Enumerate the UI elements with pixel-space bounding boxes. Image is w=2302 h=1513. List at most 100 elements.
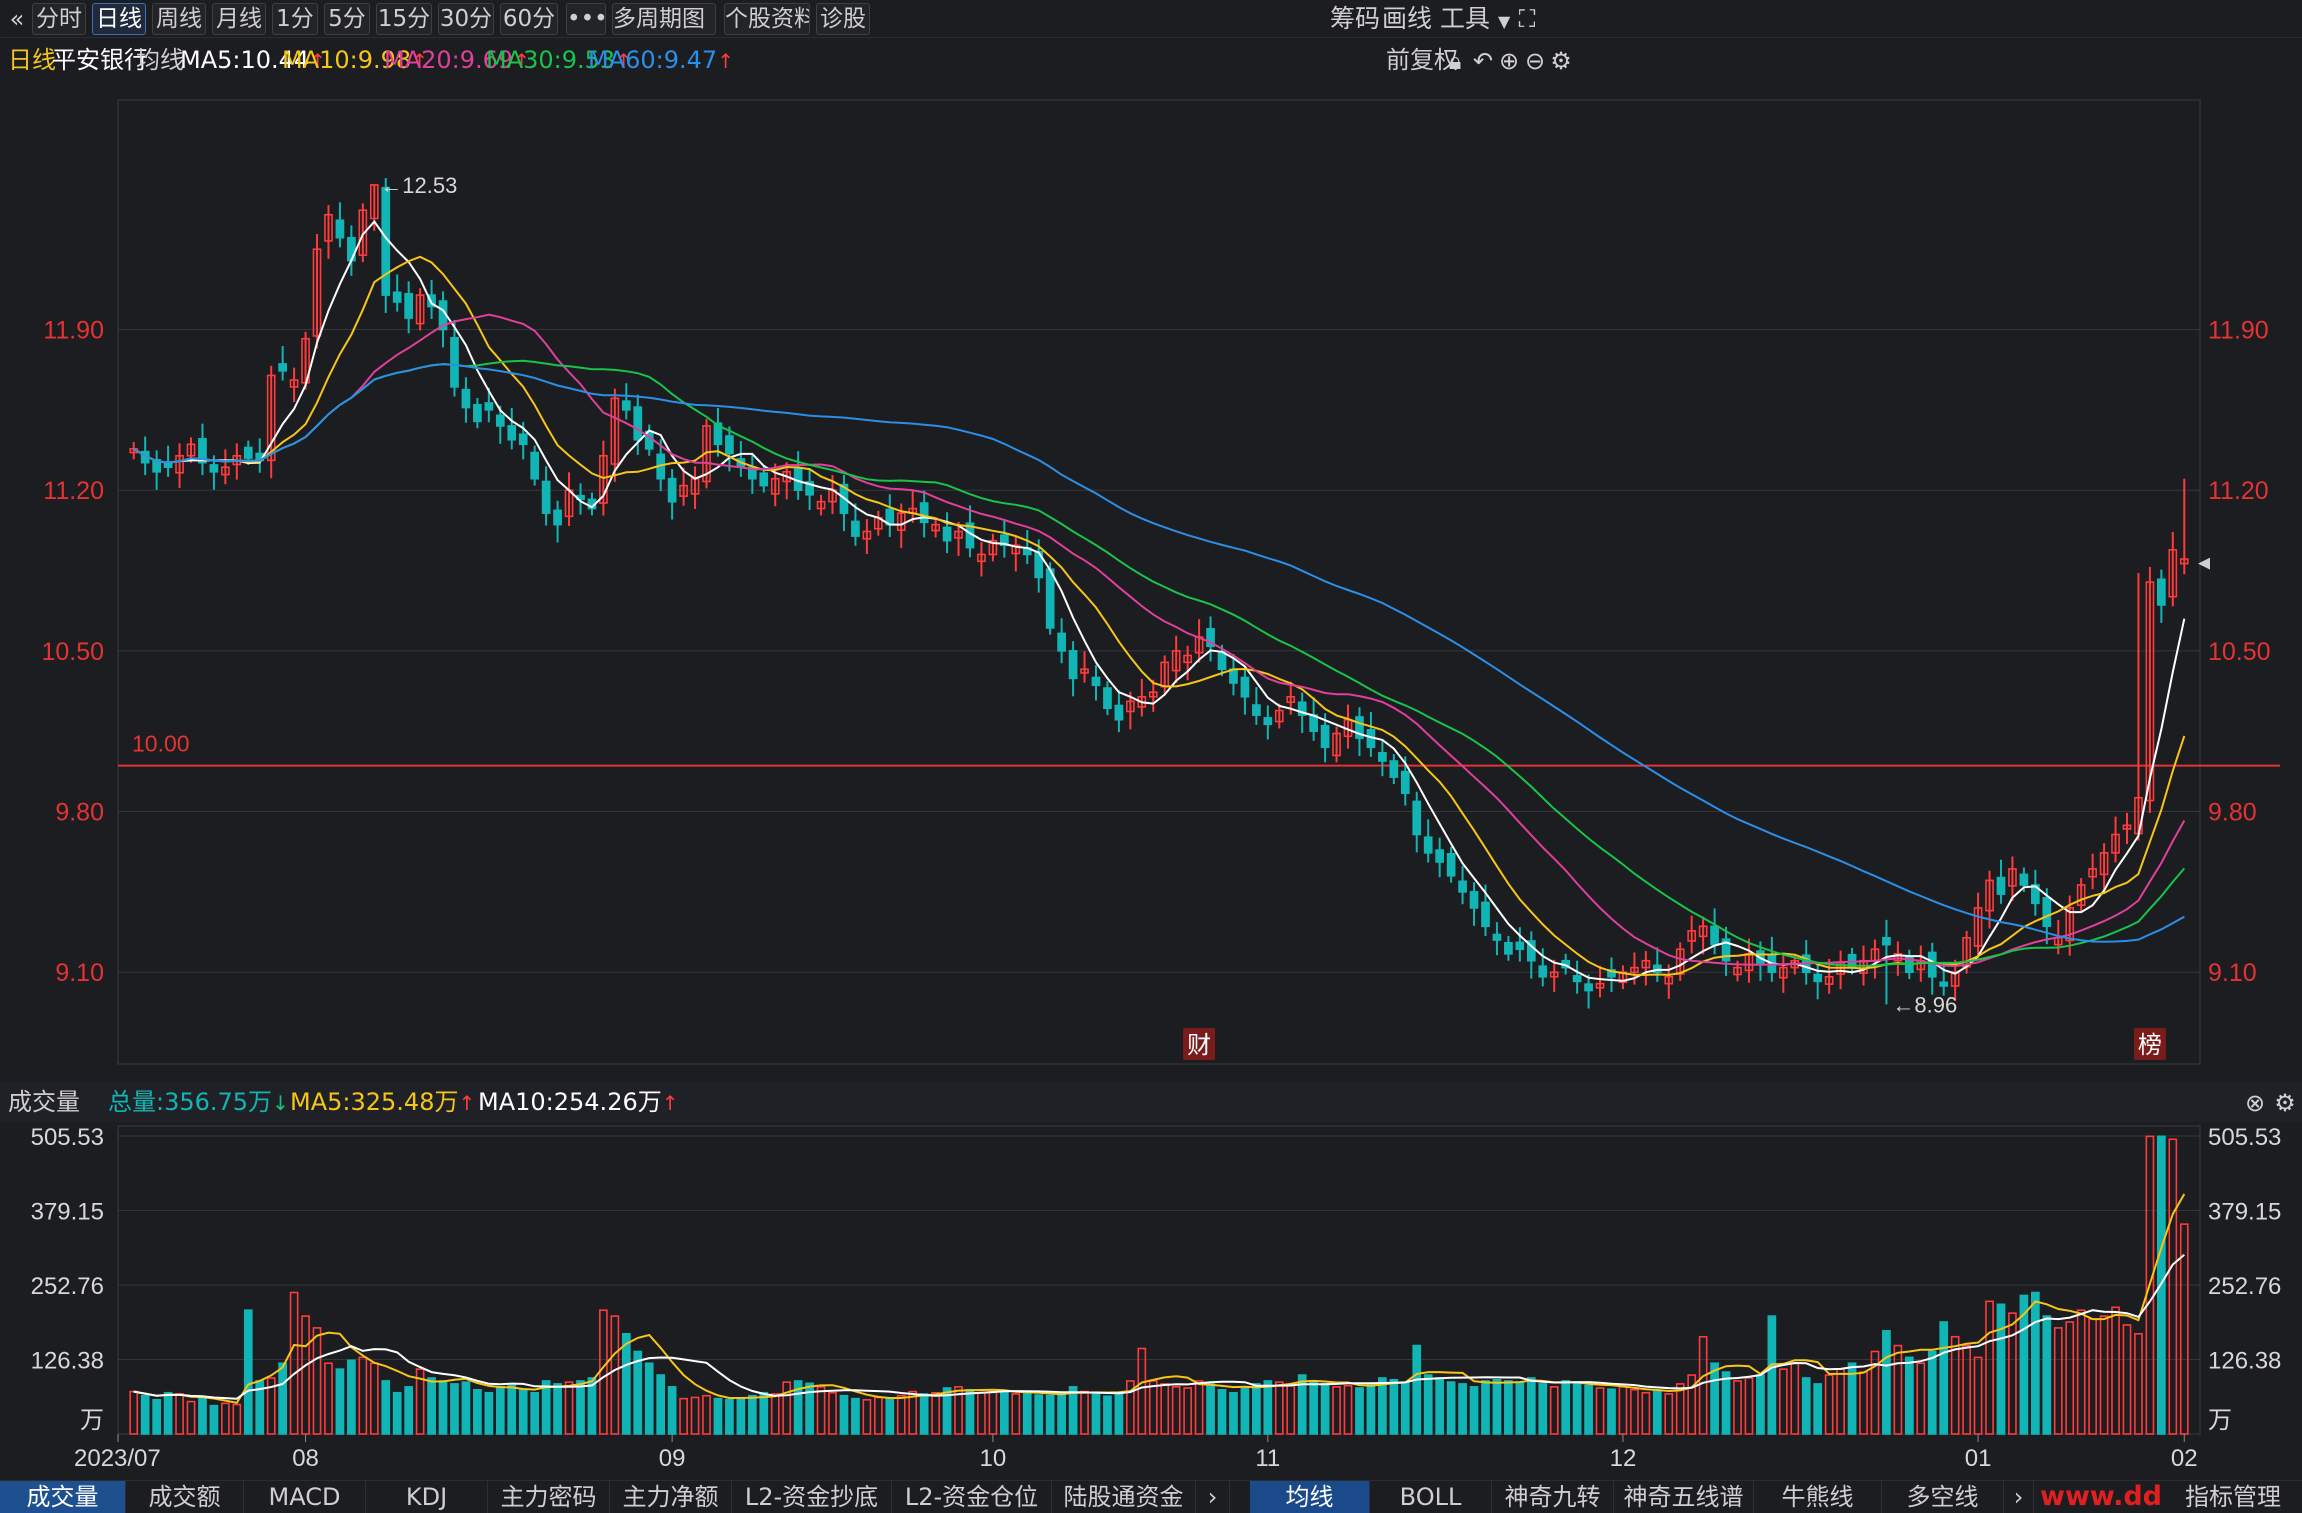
stock-info-button[interactable]: 个股资料 <box>724 3 810 35</box>
tab-ma[interactable]: 均线 <box>1250 1481 1370 1513</box>
candle-body <box>621 400 631 411</box>
tab-l2-position[interactable]: L2-资金仓位 <box>892 1481 1052 1513</box>
candle-body <box>1469 891 1479 909</box>
volume-bar <box>163 1391 173 1435</box>
volume-bar <box>1904 1356 1914 1435</box>
volume-bar <box>1950 1335 1960 1435</box>
volume-bar <box>599 1309 608 1435</box>
period-tab-15min[interactable]: 15分 <box>376 3 432 35</box>
settings-icon[interactable]: ⚙ <box>2274 1089 2296 1117</box>
volume-ma10: MA10:254.26万↑ <box>478 1088 679 1116</box>
volume-bar <box>1893 1344 1903 1435</box>
volume-tick-label-right: 126.38 <box>2208 1348 2281 1375</box>
more-periods-button[interactable]: ••• <box>566 3 606 35</box>
volume-bar <box>1229 1391 1238 1435</box>
volume-bar <box>1778 1368 1788 1435</box>
candle-body <box>667 477 677 503</box>
candle-body <box>1080 668 1089 674</box>
volume-bar <box>942 1387 952 1435</box>
chips-button[interactable]: 筹码 <box>1330 4 1381 33</box>
volume-bar <box>1469 1386 1479 1435</box>
tab-macd[interactable]: MACD <box>244 1481 366 1513</box>
chevron-right-icon[interactable]: › <box>1196 1481 1230 1513</box>
candle-body <box>1698 925 1708 938</box>
multi-period-button[interactable]: 多周期图 ⌄ <box>612 3 716 35</box>
volume-bar <box>1630 1388 1639 1435</box>
candle-body <box>851 520 860 537</box>
volume-bar <box>232 1403 242 1435</box>
diagnose-button[interactable]: 诊股 <box>816 3 870 35</box>
volume-bar <box>1389 1378 1399 1435</box>
candle-body <box>415 294 425 325</box>
period-tab-1min[interactable]: 1分 <box>272 3 318 35</box>
tab-magic-nine[interactable]: 神奇九转 <box>1492 1481 1614 1513</box>
settings-icon[interactable]: ⚙ <box>1550 47 1572 75</box>
chevron-right-icon[interactable]: › <box>2004 1481 2034 1513</box>
period-tab-30min[interactable]: 30分 <box>438 3 494 35</box>
multi-period-label: 多周期图 <box>613 6 705 32</box>
tab-northbound-funds[interactable]: 陆股通资金 <box>1052 1481 1196 1513</box>
period-tab-daily[interactable]: 日线 <box>92 3 146 35</box>
tab-bull-bear-line[interactable]: 牛熊线 <box>1754 1481 1882 1513</box>
close-icon[interactable]: ⊗ <box>2244 1089 2266 1117</box>
top-toolbar: « 分时 日线 周线 月线 1分 5分 15分 30分 60分 ••• 多周期图… <box>0 0 2302 38</box>
period-tab-monthly[interactable]: 月线 <box>212 3 266 35</box>
volume-bar <box>2076 1309 2086 1435</box>
candle-body <box>1824 975 1834 985</box>
volume-bar <box>1343 1384 1353 1435</box>
candle-body <box>2019 873 2029 886</box>
volume-bar <box>1939 1321 1949 1435</box>
volume-bar <box>1240 1386 1250 1435</box>
tab-main-force-net[interactable]: 主力净额 <box>610 1481 732 1513</box>
tab-main-force-code[interactable]: 主力密码 <box>488 1481 610 1513</box>
period-tab-intraday[interactable]: 分时 <box>32 3 86 35</box>
candle-body <box>1778 966 1788 979</box>
candle-body <box>942 526 952 542</box>
candle-body <box>954 530 963 539</box>
undo-icon[interactable]: ↶ <box>1472 47 1494 75</box>
expand-icon[interactable]: ⛶ <box>1518 5 1536 33</box>
candle-body <box>2008 868 2017 887</box>
double-chevron-left-icon[interactable]: « <box>9 5 25 33</box>
tab-magic-five-lines[interactable]: 神奇五线谱 <box>1614 1481 1754 1513</box>
ma60-value: MA60:9.47↑ <box>588 46 734 74</box>
tab-boll[interactable]: BOLL <box>1370 1481 1492 1513</box>
indicator-manage-button[interactable]: 指标管理 <box>2185 1483 2281 1511</box>
volume-bar <box>1286 1384 1296 1435</box>
volume-bar <box>1859 1371 1868 1435</box>
zoom-in-icon[interactable]: ⊕ <box>1498 47 1520 75</box>
volume-bar <box>1584 1384 1593 1435</box>
price-panel: 11.90 11.90 11.20 11.20 10.50 10.50 9.80 9.80 9.… <box>41 99 2280 1065</box>
candle-body <box>1183 654 1192 664</box>
volume-frame <box>117 1125 2201 1435</box>
tab-long-short-line[interactable]: 多空线 <box>1882 1481 2004 1513</box>
volume-bar <box>2099 1315 2109 1435</box>
tab-turnover[interactable]: 成交额 <box>126 1481 244 1513</box>
candle-body <box>1148 691 1158 698</box>
period-tab-60min[interactable]: 60分 <box>500 3 558 35</box>
candle-body <box>495 414 505 427</box>
candle-body <box>1103 687 1112 710</box>
x-tick-label: 10 <box>980 1445 1007 1472</box>
candle-body <box>541 480 551 514</box>
candle-body <box>1045 568 1055 629</box>
lock-icon[interactable]: 🔒︎ <box>1448 47 1462 75</box>
tab-kdj[interactable]: KDJ <box>366 1481 488 1513</box>
volume-bar <box>1126 1380 1135 1435</box>
candle-body <box>988 539 998 556</box>
tab-volume[interactable]: 成交量 <box>0 1481 126 1513</box>
adjust-mode-label[interactable]: 前复权 <box>1386 46 1458 74</box>
volume-bar <box>1080 1390 1089 1435</box>
draw-button[interactable]: 画线 <box>1382 4 1433 33</box>
candle-body <box>461 388 471 409</box>
candle-body <box>1297 701 1307 716</box>
tab-l2-bottom-fishing[interactable]: L2-资金抄底 <box>732 1481 892 1513</box>
period-tab-5min[interactable]: 5分 <box>324 3 370 35</box>
period-tab-weekly[interactable]: 周线 <box>152 3 206 35</box>
ma10-line <box>133 255 2186 976</box>
candle-body <box>1882 936 1891 946</box>
zoom-out-icon[interactable]: ⊖ <box>1524 47 1546 75</box>
volume-bar <box>2122 1324 2132 1435</box>
tools-button[interactable]: 工具 ▼ <box>1440 3 1510 35</box>
